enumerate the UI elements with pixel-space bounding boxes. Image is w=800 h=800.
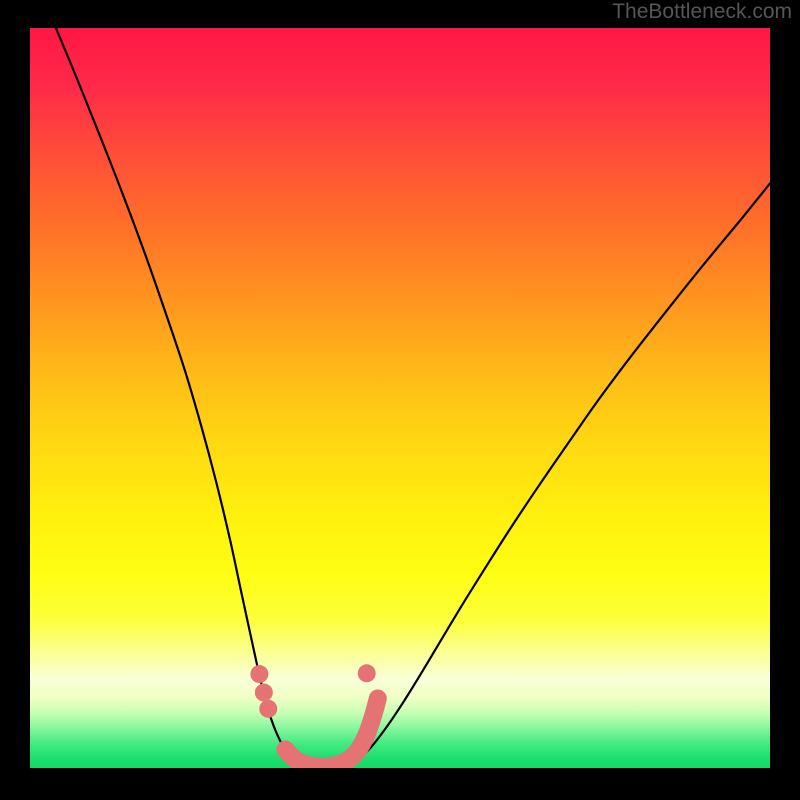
watermark-text: TheBottleneck.com (612, 0, 792, 24)
plot-area (30, 28, 770, 768)
background-gradient (30, 28, 770, 768)
